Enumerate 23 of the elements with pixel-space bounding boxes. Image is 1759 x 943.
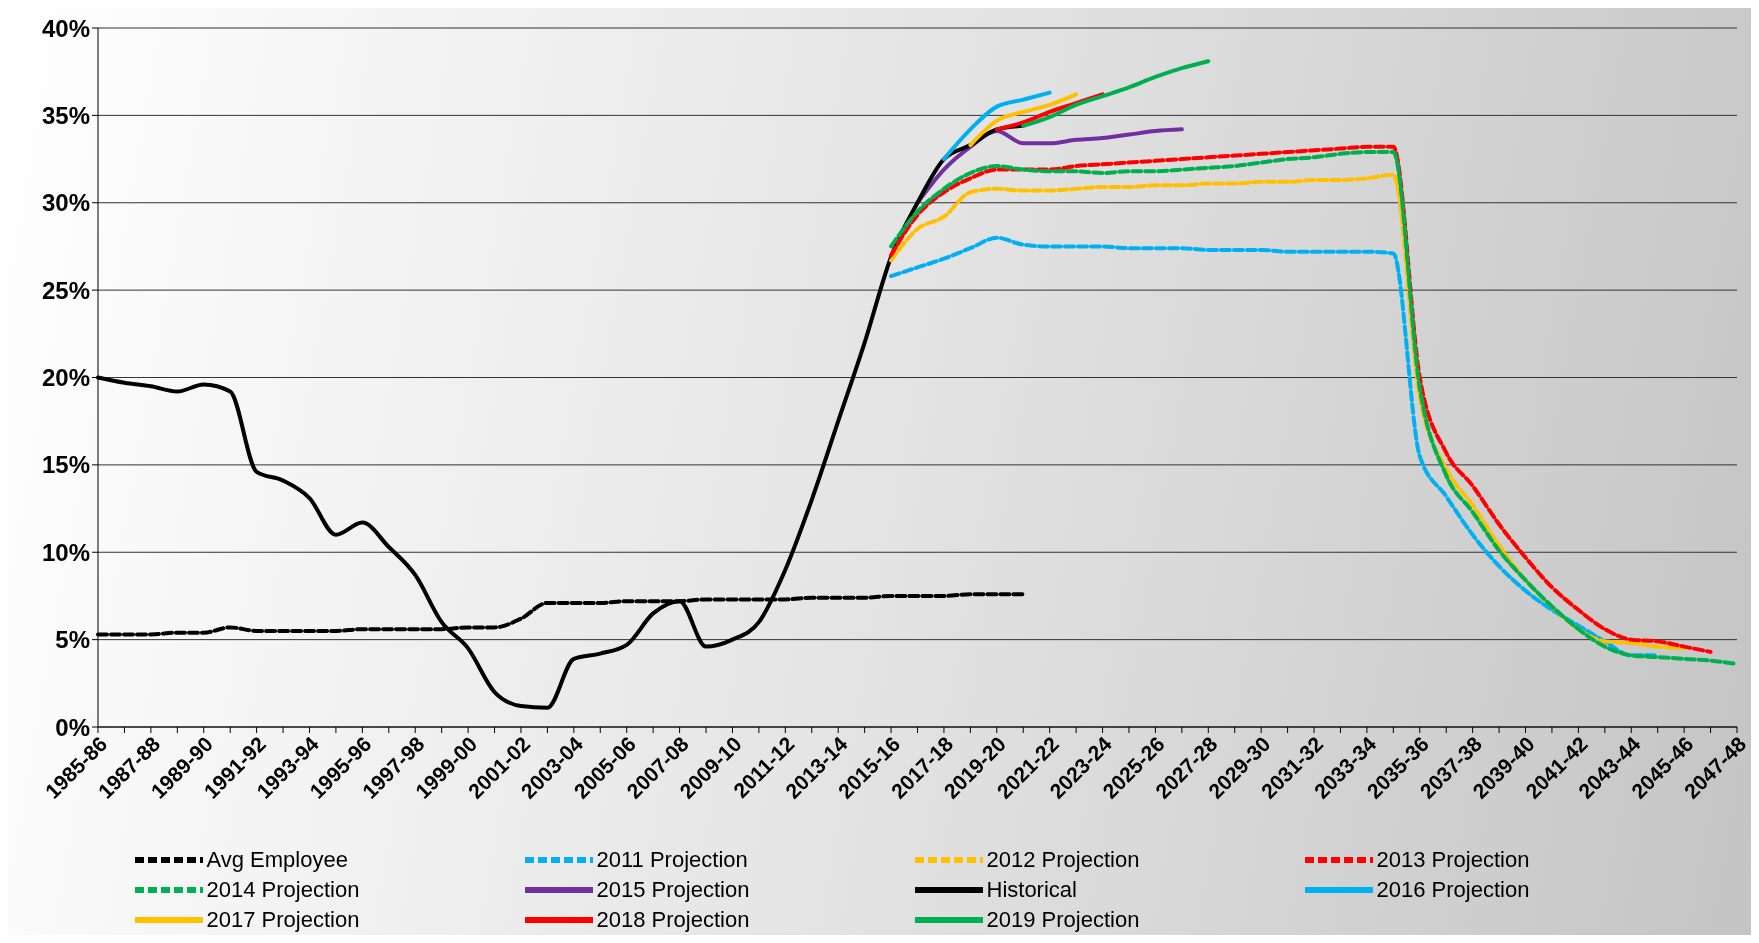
legend-label: 2019 Projection bbox=[986, 907, 1140, 933]
legend-label: 2011 Projection bbox=[596, 847, 748, 873]
y-tick-label: 15% bbox=[41, 451, 90, 479]
legend-label: Historical bbox=[986, 877, 1077, 903]
y-tick-label: 0% bbox=[55, 713, 90, 741]
legend-label: 2015 Projection bbox=[596, 877, 750, 903]
legend-label: Avg Employee bbox=[206, 847, 348, 873]
y-tick-label: 35% bbox=[41, 101, 90, 129]
y-tick-label: 40% bbox=[41, 14, 90, 42]
legend-label: 2013 Projection bbox=[1376, 847, 1530, 873]
line-series bbox=[941, 90, 1052, 162]
y-tick-label: 10% bbox=[41, 538, 90, 566]
legend-label: 2017 Projection bbox=[206, 907, 360, 933]
legend-label: 2012 Projection bbox=[986, 847, 1140, 873]
legend-label: 2016 Projection bbox=[1376, 877, 1530, 903]
line-series bbox=[1021, 59, 1211, 128]
legend-label: 2014 Projection bbox=[206, 877, 360, 903]
legend-label: 2018 Projection bbox=[596, 907, 750, 933]
y-tick-label: 25% bbox=[41, 276, 90, 304]
y-tick-label: 20% bbox=[41, 364, 90, 392]
line-series bbox=[968, 92, 1079, 148]
y-tick-label: 30% bbox=[41, 189, 90, 217]
y-tick-label: 5% bbox=[55, 626, 90, 654]
